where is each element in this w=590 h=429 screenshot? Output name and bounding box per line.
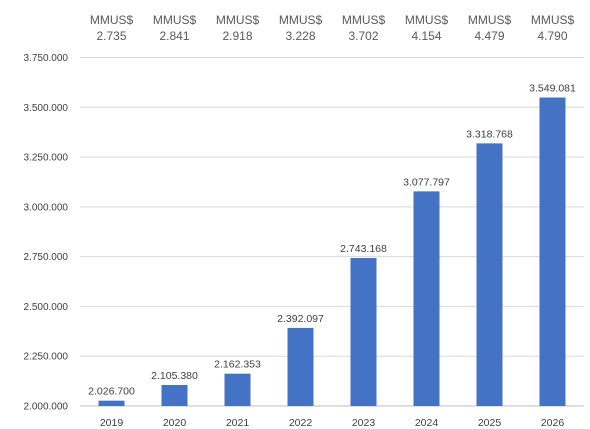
data-label: 2.026.700 (88, 386, 135, 398)
top-annotation-value: 2.735 (96, 29, 126, 43)
bar-2020 (161, 385, 188, 406)
data-label: 2.743.168 (340, 243, 387, 255)
x-tick-label: 2023 (352, 417, 376, 429)
data-label: 3.318.768 (466, 128, 513, 140)
top-annotation-value: 4.479 (474, 29, 504, 43)
bar-2025 (476, 143, 503, 406)
bar-2022 (287, 327, 314, 406)
x-tick-label: 2024 (415, 417, 439, 429)
top-annotation-value: 4.154 (411, 29, 441, 43)
bar-2021 (224, 373, 251, 406)
bar-2024 (413, 191, 440, 406)
y-tick-label: 3.500.000 (24, 103, 69, 114)
y-tick-label: 2.250.000 (24, 352, 69, 363)
y-tick-label: 2.500.000 (24, 302, 69, 313)
data-label: 2.105.380 (151, 370, 198, 382)
y-tick-label: 3.750.000 (24, 53, 69, 64)
top-annotation-unit: MMUS$ (405, 13, 449, 27)
bar-2019 (98, 400, 125, 406)
data-label: 3.077.797 (403, 176, 450, 188)
x-tick-label: 2025 (478, 417, 502, 429)
y-tick-label: 2.750.000 (24, 252, 69, 263)
top-annotations: MMUS$ 2.735 MMUS$ 2.841 MMUS$ 2.918 MMUS$ 3.228… (90, 13, 575, 43)
data-label: 2.162.353 (214, 359, 261, 371)
x-tick-label: 2026 (541, 417, 565, 429)
y-tick-label: 3.250.000 (24, 153, 69, 164)
top-annotation-unit: MMUS$ (342, 13, 386, 27)
top-annotation-value: 2.841 (159, 29, 189, 43)
top-annotation-unit: MMUS$ (153, 13, 197, 27)
top-annotation-value: 2.918 (222, 29, 252, 43)
top-annotation-unit: MMUS$ (468, 13, 512, 27)
top-annotation-value: 3.228 (285, 29, 315, 43)
bars (98, 97, 566, 406)
data-labels: 2.026.700 2.105.380 2.162.353 2.392.097 2.74… (88, 83, 576, 398)
y-tick-label: 2.000.000 (24, 402, 69, 413)
data-label: 2.392.097 (277, 313, 324, 325)
x-tick-label: 2021 (226, 417, 250, 429)
top-annotation-value: 3.702 (348, 29, 378, 43)
data-label: 3.549.081 (529, 83, 576, 95)
y-tick-label: 3.000.000 (24, 202, 69, 213)
bar-2023 (350, 258, 377, 406)
x-axis-category-labels: 2019 2020 2021 2022 2023 2024 2025 2026 (100, 417, 565, 429)
y-axis-tick-labels: 2.000.000 2.250.000 2.500.000 2.750.000 3.00… (24, 53, 69, 413)
gridlines (80, 57, 584, 407)
x-tick-label: 2019 (100, 417, 124, 429)
top-annotation-unit: MMUS$ (531, 13, 575, 27)
top-annotation-value: 4.790 (537, 29, 567, 43)
x-tick-label: 2020 (163, 417, 187, 429)
top-annotation-unit: MMUS$ (279, 13, 323, 27)
top-annotation-unit: MMUS$ (90, 13, 134, 27)
top-annotation-unit: MMUS$ (216, 13, 260, 27)
x-tick-label: 2022 (289, 417, 313, 429)
bar-2026 (539, 97, 566, 406)
